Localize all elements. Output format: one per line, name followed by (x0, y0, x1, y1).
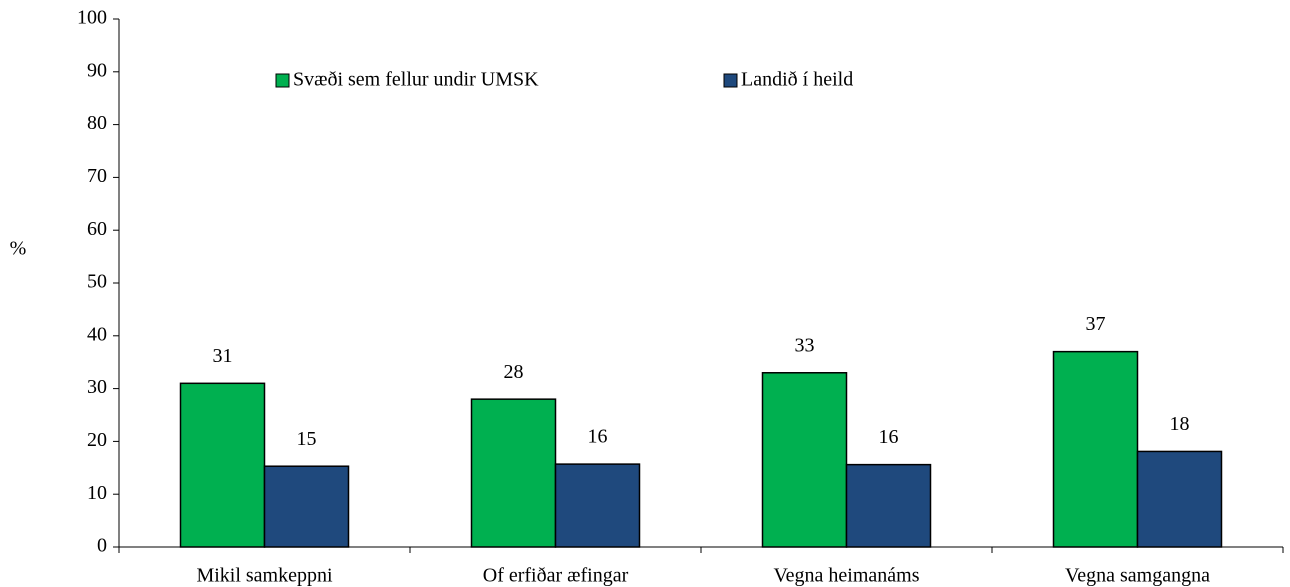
x-tick-label: Of erfiðar æfingar (483, 565, 629, 587)
legend-swatch (723, 73, 738, 88)
data-label: 28 (504, 361, 524, 383)
y-tick-label: 70 (87, 165, 107, 187)
bar (179, 382, 266, 548)
bar (761, 372, 848, 548)
data-label: 37 (1086, 313, 1106, 335)
y-tick-label: 40 (87, 323, 107, 345)
y-tick-label: 90 (87, 59, 107, 81)
y-tick-label: 50 (87, 271, 107, 293)
data-label: 18 (1170, 413, 1190, 435)
bar (554, 463, 641, 548)
x-tick-label: Vegna samgangna (1065, 565, 1210, 587)
y-tick-label: 20 (87, 429, 107, 451)
data-label: 31 (213, 345, 233, 367)
y-tick-label: 60 (87, 218, 107, 240)
x-tick-label: Vegna heimanáms (773, 565, 919, 587)
y-tick-label: 0 (97, 535, 107, 557)
y-tick-label: 80 (87, 112, 107, 134)
y-axis-label: % (10, 238, 27, 260)
data-label: 33 (795, 334, 815, 356)
bar (845, 463, 932, 548)
y-tick-label: 10 (87, 482, 107, 504)
y-tick-label: 30 (87, 376, 107, 398)
y-tick-label: 100 (77, 7, 107, 29)
x-tick-label: Mikil samkeppni (196, 565, 333, 587)
bar (263, 465, 350, 548)
data-label: 15 (297, 428, 317, 450)
bar (1136, 450, 1223, 548)
data-label: 16 (879, 426, 899, 448)
bar (470, 398, 557, 548)
data-label: 16 (588, 426, 608, 448)
legend-swatch (275, 73, 290, 88)
legend-label: Svæði sem fellur undir UMSK (293, 69, 539, 91)
legend-label: Landið í heild (741, 69, 853, 91)
bar (1052, 350, 1139, 548)
